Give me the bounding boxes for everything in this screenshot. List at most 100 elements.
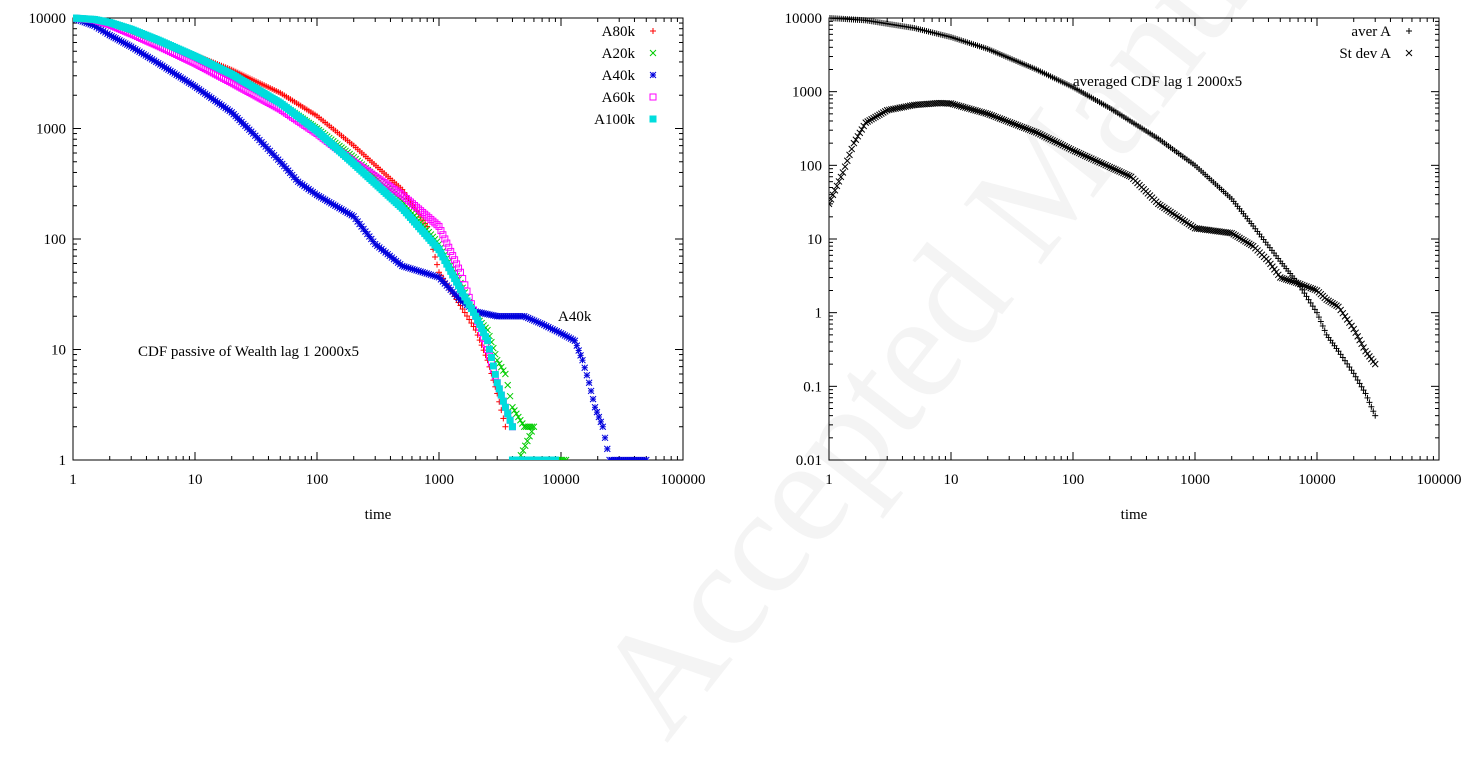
- data-point: [496, 386, 502, 392]
- y-tick-label: 10000: [29, 11, 67, 27]
- legend-marker: [650, 72, 656, 78]
- data-point: [579, 357, 585, 363]
- legend-label: A80k: [602, 24, 636, 40]
- x-tick-label: 1000: [424, 472, 454, 488]
- x-tick-label: 10: [188, 472, 203, 488]
- legend-marker: [650, 28, 656, 34]
- data-point: [502, 424, 508, 430]
- data-point: [442, 236, 448, 242]
- data-point: [552, 457, 558, 463]
- marker-shape: [494, 380, 500, 386]
- marker-shape: [650, 94, 656, 100]
- marker-shape: [492, 371, 498, 377]
- y-tick-label: 10000: [785, 11, 823, 27]
- y-tick-label: 0.01: [796, 453, 822, 469]
- data-point: [507, 393, 513, 399]
- figure-canvas: 1 10 100 1000 10000 100000 1 10 100 1000 10000 time…: [0, 0, 1477, 527]
- y-tick-label: 100: [800, 158, 823, 174]
- y-tick-label: 1: [59, 453, 67, 469]
- data-point: [600, 424, 606, 430]
- data-point: [448, 248, 454, 254]
- y-tick-label: 1: [815, 306, 823, 322]
- marker-shape: [442, 236, 448, 242]
- data-point: [582, 365, 588, 371]
- data-point: [590, 396, 596, 402]
- data-point: [434, 262, 440, 268]
- data-point: [586, 380, 592, 386]
- series-callout-label: A40k: [558, 309, 592, 325]
- x-tick-label: 10000: [1298, 472, 1336, 488]
- data-point: [643, 457, 649, 463]
- data-point: [432, 254, 438, 260]
- marker-shape: [438, 228, 444, 234]
- data-point: [509, 404, 515, 410]
- data-point: [588, 388, 594, 394]
- data-point: [498, 392, 504, 398]
- x-tick-label: 10: [944, 472, 959, 488]
- data-point: [509, 424, 515, 430]
- marker-shape: [448, 248, 454, 254]
- marker-shape: [452, 257, 458, 263]
- x-tick-label: 1000: [1180, 472, 1210, 488]
- marker-shape: [509, 424, 515, 430]
- legend-label: aver A: [1351, 24, 1391, 40]
- legend-label: A40k: [602, 68, 636, 84]
- data-point: [444, 240, 450, 246]
- data-point: [490, 363, 496, 369]
- marker-shape: [440, 232, 446, 238]
- legend-marker: [650, 50, 656, 56]
- x-tick-label: 100: [306, 472, 329, 488]
- data-point: [486, 346, 492, 352]
- data-point: [584, 372, 590, 378]
- x-axis-title: time: [365, 507, 392, 523]
- marker-shape: [490, 363, 496, 369]
- x-tick-label: 1: [825, 472, 833, 488]
- series-a100k: [70, 15, 558, 463]
- data-point: [502, 404, 508, 410]
- marker-shape: [502, 404, 508, 410]
- marker-shape: [496, 386, 502, 392]
- y-tick-label: 100: [44, 232, 67, 248]
- data-point: [604, 446, 610, 452]
- y-tick-label: 0.1: [803, 379, 822, 395]
- marker-shape: [444, 240, 450, 246]
- x-tick-label: 100000: [1417, 472, 1462, 488]
- legend-marker: [650, 116, 656, 122]
- marker-shape: [650, 116, 656, 122]
- legend-marker: [1406, 28, 1412, 34]
- chart-annotation: CDF passive of Wealth lag 1 2000x5: [138, 344, 359, 360]
- data-point: [513, 411, 519, 417]
- marker-shape: [454, 261, 460, 267]
- series-st-dev-a: [826, 100, 1378, 367]
- series-a80k: [70, 15, 508, 430]
- legend-label: A100k: [594, 112, 635, 128]
- data-point: [454, 261, 460, 267]
- data-point: [440, 232, 446, 238]
- series-a60k: [70, 15, 515, 430]
- series-a40k: [70, 15, 649, 463]
- marker-shape: [446, 244, 452, 250]
- data-point: [452, 257, 458, 263]
- x-tick-label: 1: [69, 472, 77, 488]
- data-point: [488, 355, 494, 361]
- y-tick-label: 1000: [36, 122, 66, 138]
- marker-shape: [507, 417, 513, 423]
- marker-shape: [498, 392, 504, 398]
- y-tick-label: 10: [807, 232, 822, 248]
- x-tick-label: 10000: [542, 472, 580, 488]
- legend-marker: [650, 94, 656, 100]
- data-point: [450, 253, 456, 259]
- x-tick-label: 100: [1062, 472, 1085, 488]
- legend-label: A60k: [602, 90, 636, 106]
- data-point: [438, 228, 444, 234]
- data-point: [494, 380, 500, 386]
- data-point: [515, 414, 521, 420]
- data-point: [602, 435, 608, 441]
- marker-shape: [485, 338, 491, 344]
- chart-annotation: averaged CDF lag 1 2000x5: [1073, 74, 1242, 90]
- data-point: [517, 417, 523, 423]
- data-point: [446, 244, 452, 250]
- y-tick-label: 10: [51, 343, 66, 359]
